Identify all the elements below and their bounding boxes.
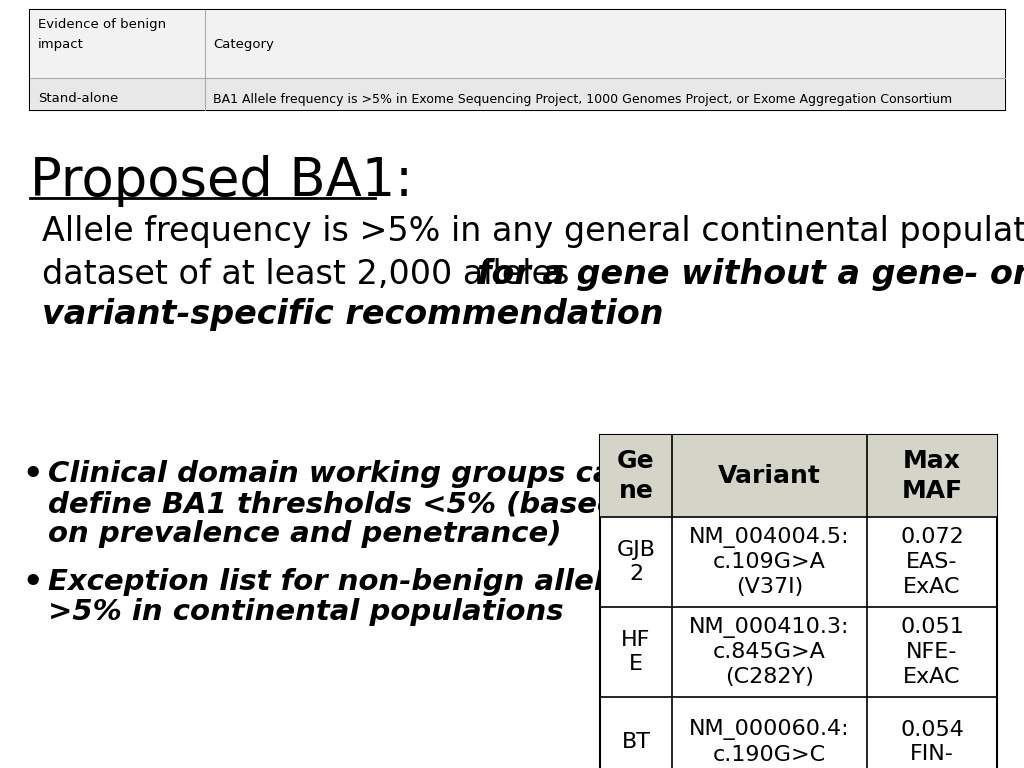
Text: Evidence of benign: Evidence of benign	[38, 18, 166, 31]
Bar	[30, 10, 1005, 110]
Text: NM_004004.5:
c.109G>A
(V37I): NM_004004.5: c.109G>A (V37I)	[689, 527, 850, 598]
Text: Category: Category	[213, 38, 273, 51]
Text: 0.072
EAS-
ExAC: 0.072 EAS- ExAC	[900, 527, 964, 597]
Text: variant-specific recommendation: variant-specific recommendation	[42, 298, 664, 331]
Bar	[600, 435, 997, 517]
Text: Proposed BA1:: Proposed BA1:	[30, 155, 413, 207]
Text: on prevalence and penetrance): on prevalence and penetrance)	[48, 520, 561, 548]
Text: HF
E: HF E	[622, 630, 650, 674]
Bar	[600, 435, 997, 768]
Text: Max
MAF: Max MAF	[901, 449, 963, 503]
Text: Ge
ne: Ge ne	[617, 449, 654, 503]
Text: define BA1 thresholds <5% (based: define BA1 thresholds <5% (based	[48, 490, 617, 518]
Text: •: •	[22, 568, 43, 599]
Text: Stand-alone: Stand-alone	[38, 92, 118, 105]
Bar	[30, 10, 1005, 78]
Text: Variant: Variant	[718, 464, 821, 488]
Text: Allele frequency is >5% in any general continental population: Allele frequency is >5% in any general c…	[42, 215, 1024, 248]
Bar	[30, 78, 1005, 110]
Text: >5% in continental populations: >5% in continental populations	[48, 598, 563, 626]
Text: 0.054
FIN-: 0.054 FIN-	[900, 720, 964, 764]
Text: NM_000060.4:
c.190G>C: NM_000060.4: c.190G>C	[689, 719, 850, 765]
Text: BA1 Allele frequency is >5% in Exome Sequencing Project, 1000 Genomes Project, o: BA1 Allele frequency is >5% in Exome Seq…	[213, 92, 952, 105]
Text: impact: impact	[38, 38, 84, 51]
Text: Clinical domain working groups can: Clinical domain working groups can	[48, 460, 633, 488]
Text: dataset of at least 2,000 alleles: dataset of at least 2,000 alleles	[42, 258, 580, 291]
Text: BT: BT	[622, 732, 650, 752]
Text: •: •	[22, 460, 43, 491]
Text: GJB
2: GJB 2	[616, 540, 655, 584]
Text: NM_000410.3:
c.845G>A
(C282Y): NM_000410.3: c.845G>A (C282Y)	[689, 617, 850, 687]
Text: Exception list for non-benign alleles: Exception list for non-benign alleles	[48, 568, 641, 596]
Text: for a gene without a gene- or: for a gene without a gene- or	[477, 258, 1024, 291]
Text: 0.051
NFE-
ExAC: 0.051 NFE- ExAC	[900, 617, 964, 687]
